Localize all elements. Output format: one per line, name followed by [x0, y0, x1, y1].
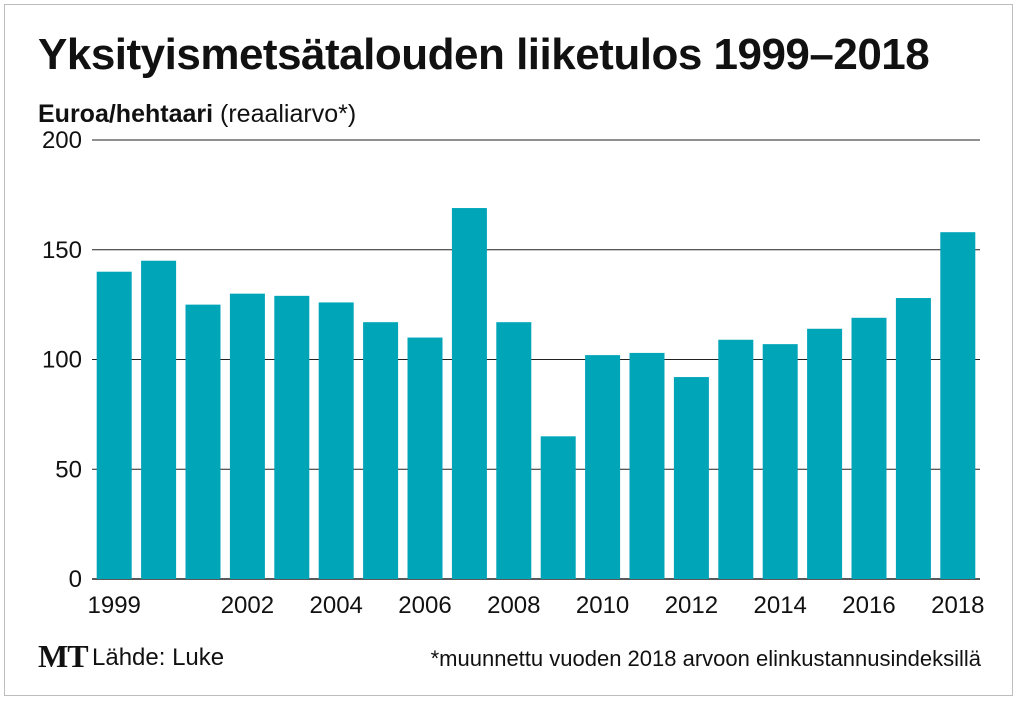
y-tick-label: 200	[42, 127, 82, 154]
bar-2007	[451, 208, 487, 580]
footnote: *muunnettu vuoden 2018 arvoon elinkustan…	[430, 646, 981, 671]
bar-2011	[629, 352, 665, 579]
y-tick-labels: 0 50 100 150 200	[42, 127, 82, 593]
bar-2004	[318, 302, 354, 579]
x-tick-label: 2008	[487, 592, 540, 619]
y-unit-label: Euroa/hehtaari	[38, 100, 214, 128]
y-tick-label: 100	[42, 347, 82, 374]
bar-2010	[585, 355, 621, 579]
bar-2000	[141, 260, 177, 579]
bar-1999	[96, 271, 132, 579]
bar-2001	[185, 304, 221, 579]
x-tick-label: 2018	[931, 592, 984, 619]
y-tick-label: 50	[55, 456, 82, 483]
bar-2009	[540, 436, 576, 579]
source-note: Lähde: Luke	[92, 644, 225, 671]
bar-2006	[407, 337, 443, 579]
mt-logo: MT	[38, 638, 89, 674]
bar-2016	[851, 317, 887, 579]
x-tick-label: 2016	[842, 592, 895, 619]
bar-2018	[940, 232, 976, 579]
bar-2015	[807, 328, 843, 579]
bars	[96, 208, 976, 580]
x-tick-label: 1999	[88, 592, 141, 619]
bar-2008	[496, 322, 532, 579]
x-tick-label: 2006	[398, 592, 451, 619]
grid-lines	[92, 139, 980, 580]
bar-2005	[363, 322, 399, 579]
x-tick-label: 2004	[310, 592, 363, 619]
y-tick-label: 150	[42, 237, 82, 264]
bar-2014	[762, 344, 798, 579]
chart-subtitle: Euroa/hehtaari (reaaliarvo*)	[38, 100, 356, 129]
bar-2003	[274, 295, 310, 579]
y-unit-note: (reaaliarvo*)	[220, 100, 357, 128]
x-tick-label: 2002	[221, 592, 274, 619]
bar-2013	[718, 339, 754, 579]
bar-2002	[229, 293, 265, 579]
x-tick-label: 2012	[665, 592, 718, 619]
chart-title: Yksityismetsätalouden liiketulos 1999–20…	[38, 30, 930, 79]
y-tick-label: 0	[69, 566, 82, 593]
bar-2012	[673, 377, 709, 579]
x-tick-labels: 1999 2002 2004 2006 2008 2010 2012 2014 2016 2018	[88, 592, 985, 619]
bar-2017	[895, 298, 931, 579]
x-tick-label: 2014	[754, 592, 807, 619]
x-tick-label: 2010	[576, 592, 629, 619]
chart-frame	[4, 4, 1013, 696]
